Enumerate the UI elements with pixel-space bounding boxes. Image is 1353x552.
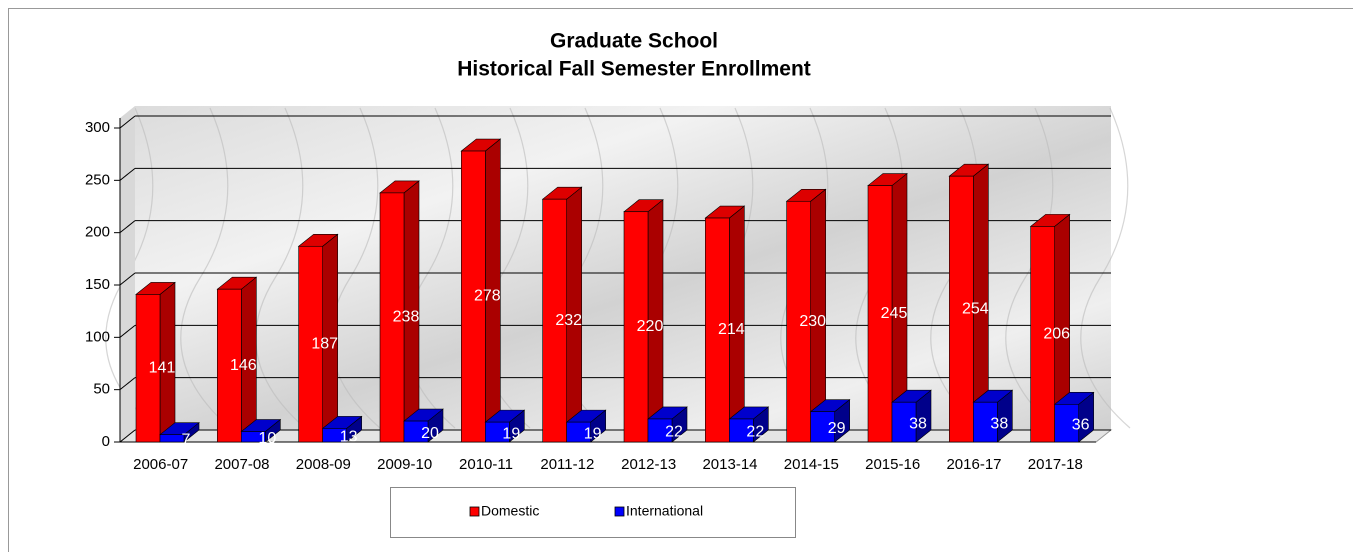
chart-title: Graduate School: [550, 30, 718, 53]
data-label: 220: [637, 318, 664, 335]
x-tick-label: 2010-11: [459, 456, 513, 473]
grid-line: [119, 167, 136, 181]
x-tick-label: 2012-13: [621, 456, 676, 473]
data-label: 146: [230, 357, 257, 374]
bar: [298, 245, 323, 443]
bar: [623, 211, 649, 443]
legend-label: Domestic: [481, 503, 539, 519]
bar: [949, 175, 974, 443]
side-wall: [120, 106, 135, 442]
data-label: 38: [990, 415, 1008, 432]
legend-label: International: [626, 503, 703, 519]
x-tick-label: 2009-10: [377, 456, 432, 473]
marble-vein: [255, 107, 306, 429]
data-label: 238: [393, 309, 420, 326]
data-label: 141: [149, 359, 176, 376]
legend-swatch: [614, 506, 625, 517]
y-tick-label: 250: [85, 171, 110, 188]
bar: [1030, 226, 1055, 443]
grid-line: [119, 324, 136, 338]
data-label: 19: [502, 425, 520, 442]
x-tick-label: 2011-12: [540, 456, 594, 473]
x-tick-label: 2006-07: [133, 456, 188, 473]
data-label: 29: [828, 420, 846, 437]
bar: [542, 198, 567, 443]
legend-swatch: [469, 506, 480, 517]
data-label: 38: [909, 415, 927, 432]
x-tick-label: 2007-08: [214, 456, 269, 473]
chart-subtitle: Historical Fall Semester Enrollment: [457, 58, 811, 81]
bar: [647, 418, 673, 443]
x-tick-label: 2016-17: [946, 456, 1001, 473]
data-label: 22: [665, 424, 683, 441]
bar: [461, 150, 486, 443]
grid-line: [119, 220, 136, 234]
y-tick-label: 150: [85, 276, 110, 293]
grid-line: [119, 377, 136, 391]
data-label: 36: [1072, 416, 1090, 433]
back-wall: [135, 106, 1111, 430]
bar: [322, 428, 347, 443]
bar: [786, 200, 811, 443]
bar: [485, 421, 510, 443]
data-label: 7: [182, 432, 191, 449]
bar: [379, 192, 405, 443]
data-label: 22: [746, 424, 764, 441]
bar: [891, 401, 917, 443]
data-label: 214: [718, 321, 745, 338]
bar: [705, 217, 730, 443]
bar: [1054, 404, 1079, 443]
x-tick-label: 2013-14: [702, 456, 757, 473]
bar: [135, 294, 161, 443]
x-tick-label: 2014-15: [784, 456, 839, 473]
y-tick-label: 0: [102, 433, 110, 450]
data-label: 230: [799, 313, 826, 330]
data-label: 278: [474, 288, 501, 305]
bar: [217, 288, 242, 443]
grid-line: [119, 429, 136, 443]
data-label: 13: [340, 428, 358, 445]
data-label: 187: [311, 335, 338, 352]
data-label: 10: [258, 430, 276, 447]
bar: [810, 411, 835, 443]
data-label: 232: [555, 312, 582, 329]
data-label: 245: [881, 305, 908, 322]
x-tick-label: 2015-16: [865, 456, 920, 473]
bar: [973, 401, 998, 443]
marble-vein: [330, 107, 381, 429]
grid-line: [119, 272, 136, 286]
bar: [241, 431, 266, 443]
marble-vein: [1005, 107, 1056, 429]
y-tick-label: 200: [85, 224, 110, 241]
bar: [566, 421, 591, 443]
marble-vein: [180, 107, 231, 429]
bar: [159, 434, 185, 443]
x-tick-label: 2008-09: [296, 456, 351, 473]
y-tick-label: 300: [85, 119, 110, 136]
data-label: 254: [962, 300, 989, 317]
y-tick-label: 100: [85, 328, 110, 345]
y-tick-label: 50: [93, 381, 110, 398]
bar: [403, 420, 429, 443]
legend: [390, 487, 796, 538]
data-label: 206: [1043, 325, 1070, 342]
bar: [729, 418, 754, 443]
data-label: 20: [421, 425, 439, 442]
bar: [867, 185, 893, 443]
data-label: 19: [584, 425, 602, 442]
x-tick-label: 2017-18: [1028, 456, 1083, 473]
grid-line: [119, 115, 136, 129]
marble-vein: [1080, 107, 1131, 429]
